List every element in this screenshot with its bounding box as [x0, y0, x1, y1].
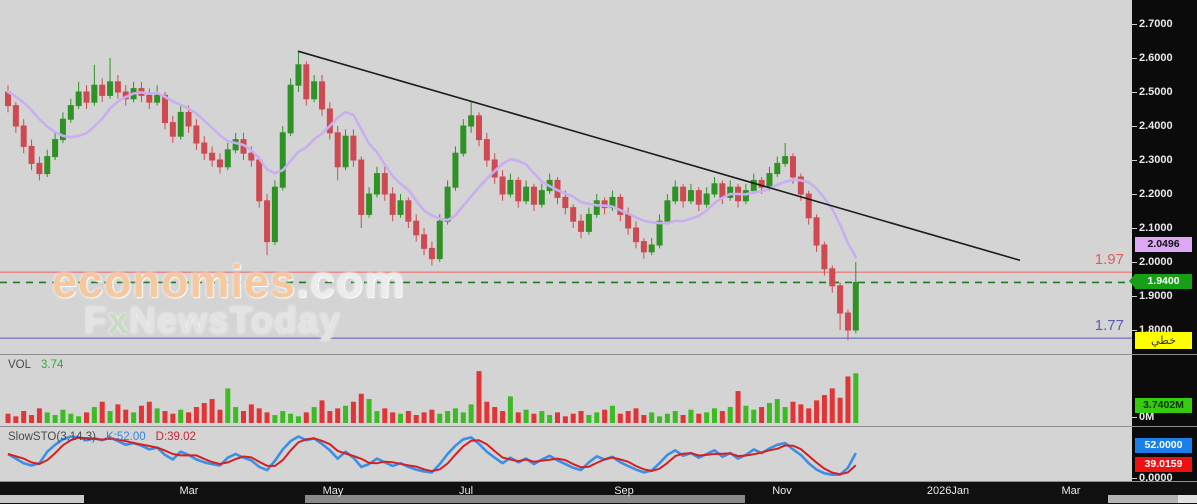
volume-value: 3.74	[41, 359, 64, 371]
scrollbar-right-stub[interactable]	[1108, 495, 1178, 503]
scrollbar-thumb[interactable]	[305, 495, 745, 503]
time-axis-label: May	[322, 485, 344, 497]
stochastic-k-value: K:52.00	[106, 431, 146, 443]
price-chart-panel[interactable]: economies.com FxNewsToday 1.97 1.77	[0, 0, 1132, 354]
volume-bars	[5, 371, 859, 423]
time-axis-label: Sep	[614, 485, 634, 497]
stochastic-d-value: D:39.02	[155, 431, 196, 443]
scrollbar-end-box[interactable]	[1178, 495, 1197, 503]
volume-panel[interactable]: VOL 3.74	[0, 355, 1132, 425]
stochastic-title: SlowSTO(3,14,3)	[8, 431, 96, 443]
scale-type-button[interactable]: خطي	[1135, 332, 1192, 349]
time-axis[interactable]: Mar May Jul Sep Nov 2026Jan Mar	[0, 482, 1197, 504]
time-axis-label: Mar	[179, 485, 199, 497]
stochastic-lines	[7, 435, 857, 476]
panel-separator	[0, 426, 1197, 427]
volume-panel-header: VOL 3.74	[8, 359, 73, 371]
stochastic-panel-header: SlowSTO(3,14,3) K:52.00 D:39.02	[8, 431, 206, 443]
resistance-price-label: 1.97	[1094, 251, 1124, 268]
stochastic-panel[interactable]: SlowSTO(3,14,3) K:52.00 D:39.02	[0, 427, 1132, 481]
stochastic-d-badge: 39.0159	[1135, 457, 1192, 472]
last-price-badge: 1.9400	[1129, 274, 1192, 289]
price-axis[interactable]: 2.0496 1.9400 خطي 3.7402M 0M 52.0000 39.…	[1129, 0, 1197, 484]
scrollbar-left-stub[interactable]	[0, 495, 84, 503]
volume-value-badge: 3.7402M	[1135, 398, 1192, 413]
time-axis-label: 2026Jan	[926, 485, 970, 497]
panel-separator	[0, 481, 1197, 482]
time-axis-label: Mar	[1061, 485, 1081, 497]
time-axis-label: Jul	[458, 485, 474, 497]
time-axis-label: Nov	[772, 485, 792, 497]
panel-separator	[0, 354, 1197, 355]
volume-title: VOL	[8, 359, 32, 371]
candlestick-chart	[0, 50, 1132, 341]
ma-value-badge: 2.0496	[1135, 237, 1192, 252]
support-price-label: 1.77	[1094, 317, 1124, 334]
stochastic-k-badge: 52.0000	[1135, 438, 1192, 453]
